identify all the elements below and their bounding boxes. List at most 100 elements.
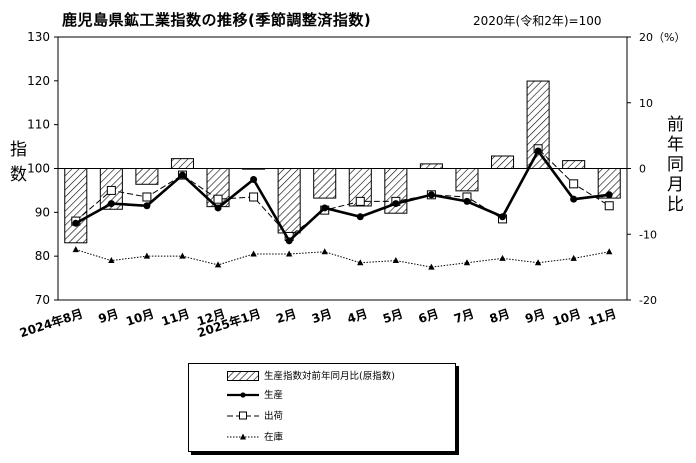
shipments-point bbox=[569, 179, 579, 189]
left-tick-label: 100 bbox=[27, 162, 50, 176]
yoy-bar bbox=[242, 168, 266, 170]
inventory-line bbox=[75, 249, 610, 268]
yoy-bar bbox=[348, 168, 372, 207]
production-point bbox=[463, 197, 471, 205]
inventory-point bbox=[143, 252, 151, 259]
production-point bbox=[499, 213, 507, 221]
production-line bbox=[75, 148, 610, 243]
production-point bbox=[321, 204, 329, 212]
shipments-point bbox=[604, 201, 614, 211]
x-tick-label: 11月 bbox=[587, 307, 619, 329]
x-tick-label: 9月 bbox=[523, 307, 547, 327]
left-tick-label: 80 bbox=[35, 249, 50, 263]
left-tick-label: 110 bbox=[27, 118, 50, 132]
yoy-bar bbox=[135, 168, 159, 185]
shipments-point bbox=[355, 196, 365, 206]
x-tick-label: 11月 bbox=[160, 307, 192, 329]
yoy-bar bbox=[64, 168, 88, 244]
right-tick-label-top: 20（%） bbox=[639, 31, 685, 44]
yoy-bar bbox=[313, 168, 337, 199]
production-point bbox=[392, 200, 400, 208]
inventory-point bbox=[463, 259, 471, 266]
hatch-swatch-icon bbox=[227, 371, 259, 381]
production-point bbox=[570, 195, 578, 203]
inventory-point bbox=[357, 259, 364, 266]
legend-item-shipments: 出荷 bbox=[189, 409, 455, 425]
x-tick-label: 9月 bbox=[97, 307, 121, 327]
left-tick-label: 90 bbox=[35, 205, 50, 219]
production-point bbox=[214, 204, 222, 212]
yoy-bar bbox=[170, 158, 194, 169]
yoy-bar bbox=[491, 155, 515, 170]
legend-label-bars: 生産指数対前年同月比(原指数) bbox=[264, 371, 395, 382]
yoy-bar bbox=[526, 80, 550, 169]
x-tick-label: 5月 bbox=[381, 307, 405, 327]
legend-item-production: 生産 bbox=[189, 388, 455, 404]
right-axis-label: 前年同月比 bbox=[663, 115, 683, 215]
left-axis-label: 指数 bbox=[6, 140, 26, 190]
inventory-point bbox=[214, 261, 222, 268]
x-tick-label: 10月 bbox=[124, 307, 156, 329]
inventory-point bbox=[321, 248, 328, 255]
production-point bbox=[605, 191, 613, 199]
x-tick-label: 10月 bbox=[551, 307, 583, 329]
yoy-bar bbox=[277, 168, 301, 234]
production-point bbox=[285, 237, 293, 245]
x-tick-label: 3月 bbox=[310, 307, 334, 327]
yoy-bar bbox=[562, 160, 586, 170]
right-tick-label: -20 bbox=[639, 294, 657, 307]
inventory-point bbox=[72, 246, 79, 253]
inventory-point bbox=[428, 263, 435, 270]
x-tick-label: 2025年1月 bbox=[195, 306, 262, 341]
line-series bbox=[71, 144, 614, 270]
shipments-point bbox=[213, 194, 223, 204]
inventory-point bbox=[108, 257, 115, 264]
legend-label-inventory: 在庫 bbox=[264, 432, 284, 443]
chart-title: 鹿児島県鉱工業指数の推移(季節調整済指数) bbox=[62, 11, 372, 29]
production-point bbox=[427, 191, 435, 199]
x-tick-label: 4月 bbox=[346, 307, 370, 327]
legend-label-shipments: 出荷 bbox=[264, 411, 284, 422]
production-point bbox=[72, 219, 80, 227]
inventory-point bbox=[179, 252, 186, 259]
production-point bbox=[107, 200, 115, 208]
legend-item-bars: 生産指数対前年同月比(原指数) bbox=[189, 369, 455, 385]
right-tick-label: 0 bbox=[639, 163, 646, 176]
inventory-point bbox=[570, 254, 577, 261]
inventory-point bbox=[392, 257, 400, 264]
right-tick-label: 10 bbox=[639, 97, 653, 110]
production-point bbox=[143, 202, 151, 210]
left-tick-label: 130 bbox=[27, 30, 50, 44]
x-tick-label: 2024年8月 bbox=[18, 306, 85, 341]
left-tick-label: 120 bbox=[27, 74, 50, 88]
inventory-point bbox=[606, 248, 613, 255]
shipments-line-icon bbox=[227, 411, 259, 420]
production-point bbox=[250, 175, 258, 183]
base-year-note: 2020年(令和2年)=100 bbox=[473, 14, 602, 28]
legend: 生産指数対前年同月比(原指数) 生産 出荷 在庫 bbox=[188, 363, 456, 452]
production-line-icon bbox=[227, 392, 259, 398]
x-tick-label: 2月 bbox=[274, 307, 298, 327]
legend-label-production: 生産 bbox=[264, 390, 284, 401]
inventory-point bbox=[499, 254, 506, 261]
left-tick-label: 70 bbox=[35, 293, 50, 307]
x-tick-label: 6月 bbox=[417, 307, 441, 327]
bar-series bbox=[64, 80, 621, 244]
right-tick-label: -10 bbox=[639, 228, 657, 241]
inventory-point bbox=[285, 250, 293, 257]
yoy-bar bbox=[455, 168, 479, 192]
production-point bbox=[178, 171, 186, 179]
yoy-bar bbox=[419, 163, 443, 170]
inventory-point bbox=[534, 259, 542, 266]
production-point bbox=[356, 213, 364, 221]
legend-item-inventory: 在庫 bbox=[189, 430, 455, 446]
shipments-point bbox=[249, 192, 259, 202]
x-tick-label: 8月 bbox=[488, 307, 512, 327]
inventory-line-icon bbox=[227, 433, 259, 440]
x-tick-label: 7月 bbox=[452, 307, 476, 327]
shipments-point bbox=[106, 185, 116, 195]
production-point bbox=[534, 147, 542, 155]
inventory-point bbox=[250, 250, 257, 257]
